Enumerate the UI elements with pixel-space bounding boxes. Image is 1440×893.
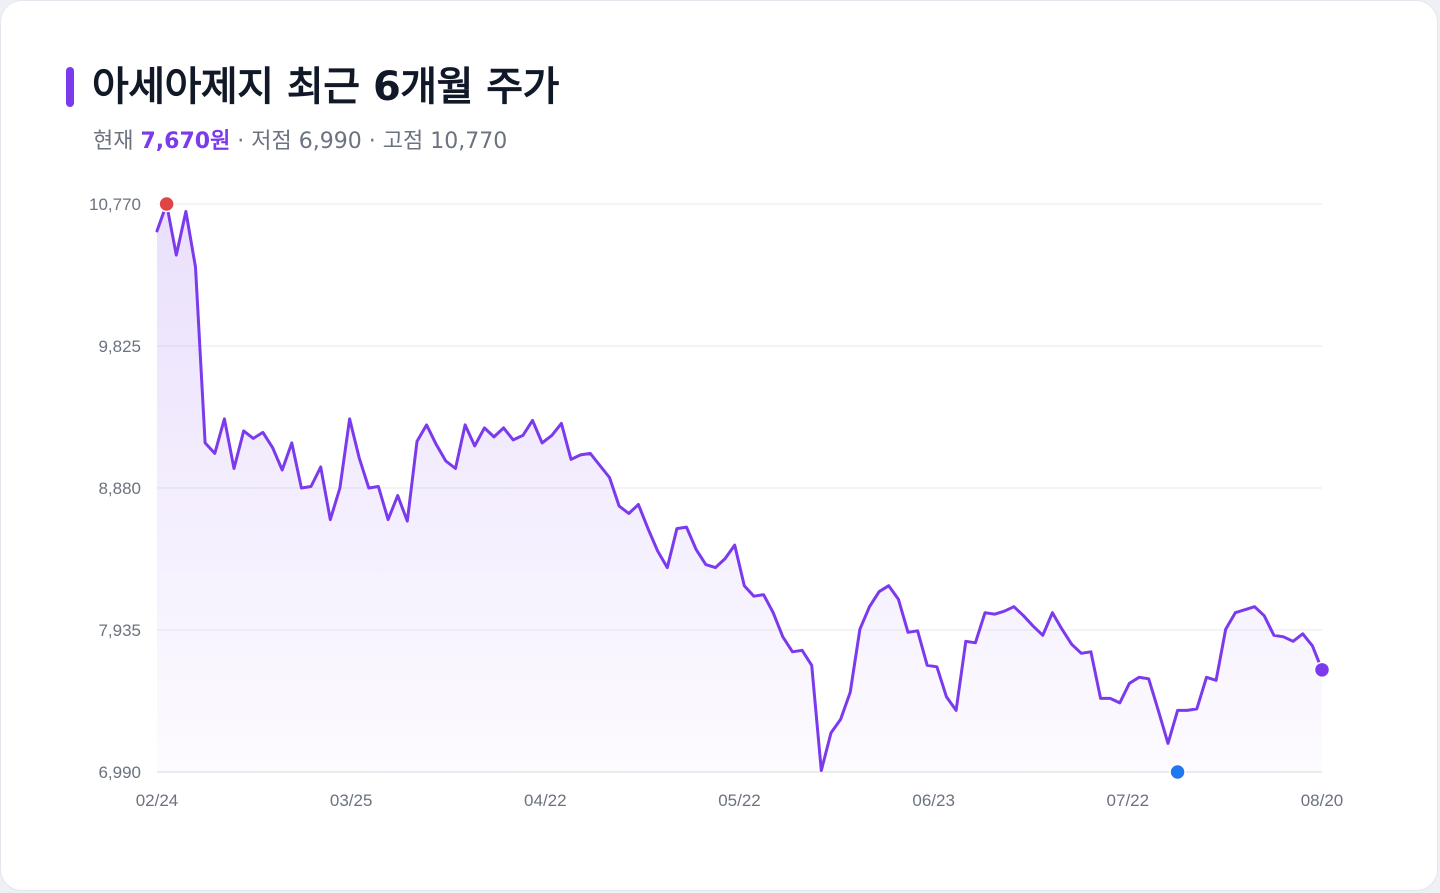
price-line bbox=[155, 202, 1324, 772]
summary-separator: · bbox=[361, 129, 383, 154]
y-tick-label: 9,825 bbox=[98, 337, 141, 356]
high-label: 고점 bbox=[382, 129, 424, 154]
x-tick-label: 03/25 bbox=[330, 791, 373, 810]
x-axis: 02/24 03/25 04/22 05/22 06/23 07/22 08/20 bbox=[136, 791, 1344, 810]
markers bbox=[158, 195, 1331, 781]
chart-title: 아세아제지 최근 6개월 주가 bbox=[92, 64, 559, 110]
price-summary: 현재 7,670원 · 저점 6,990 · 고점 10,770 bbox=[93, 125, 507, 159]
y-tick-label: 8,880 bbox=[98, 479, 141, 498]
x-tick-label: 08/20 bbox=[1301, 791, 1344, 810]
low-label: 저점 bbox=[251, 129, 292, 154]
current-point-marker bbox=[1313, 661, 1331, 679]
x-tick-label: 05/22 bbox=[718, 791, 761, 810]
price-area-fill bbox=[157, 204, 1322, 772]
x-tick-label: 07/22 bbox=[1107, 791, 1150, 810]
y-tick-label: 7,935 bbox=[98, 621, 141, 640]
x-tick-label: 06/23 bbox=[912, 791, 955, 810]
y-axis: 6,990 7,935 8,880 9,825 10,770 bbox=[89, 195, 141, 782]
x-tick-label: 02/24 bbox=[136, 791, 179, 810]
y-tick-label: 10,770 bbox=[89, 195, 141, 214]
title-accent-bar bbox=[66, 67, 74, 107]
summary-separator: · bbox=[230, 129, 252, 154]
low-price: 6,990 bbox=[298, 129, 362, 154]
high-point-marker bbox=[158, 195, 175, 213]
low-point-marker bbox=[1169, 763, 1186, 781]
high-price: 10,770 bbox=[430, 129, 508, 154]
current-label: 현재 bbox=[93, 129, 134, 154]
x-tick-label: 04/22 bbox=[524, 791, 567, 810]
current-price: 7,670원 bbox=[140, 129, 231, 154]
y-tick-label: 6,990 bbox=[98, 763, 141, 782]
